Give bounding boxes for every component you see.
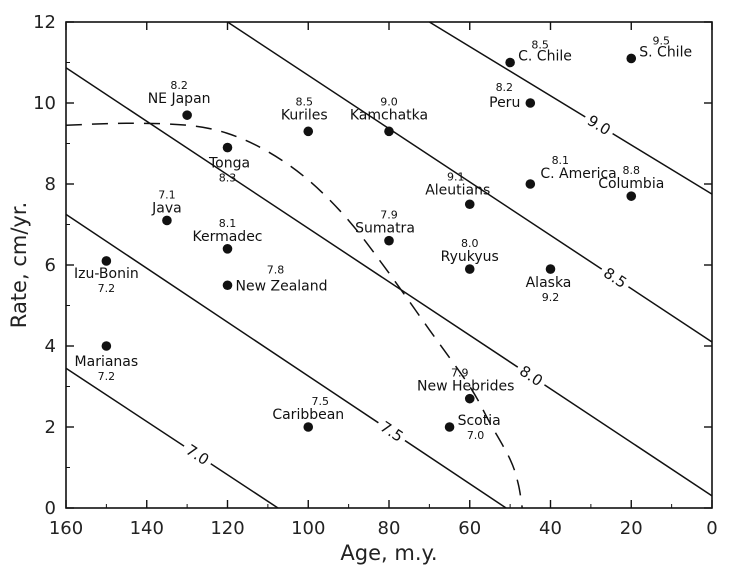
data-point [303,126,314,137]
magnitude-label: 9.1 [447,170,465,183]
point-label: New Hebrides [417,379,514,395]
data-point [162,215,172,226]
data-point [101,341,112,351]
data-point [303,422,314,432]
data-point [464,199,475,210]
point-label: Izu-Bonin [74,266,139,282]
data-point [525,98,536,108]
data-point [626,191,637,201]
magnitude-label: 8.1 [219,217,237,230]
magnitude-label: 7.2 [98,370,116,383]
data-point [505,57,515,68]
contour-line-9-0 [428,21,713,195]
magnitude-label: 9.2 [542,291,560,304]
contour-label-bg [596,260,634,296]
point-label: Sumatra [355,221,415,237]
x-tick-label: 40 [539,518,562,539]
data-point [182,110,192,120]
y-axis-label: Rate, cm/yr. [7,202,31,328]
contour-line-7-5 [65,213,507,509]
point-label: S. Chile [639,44,692,60]
magnitude-label: 8.0 [461,237,479,250]
data-point [222,142,233,153]
y-tick-label: 4 [45,336,56,357]
x-tick-label: 100 [291,518,325,539]
contour-label-bg [580,108,618,143]
contour-label-bg [512,358,550,394]
point-label: Kuriles [281,107,328,123]
data-point [101,256,112,266]
magnitude-label: 7.0 [467,429,485,442]
magnitude-label: 8.1 [552,154,570,167]
point-label: Aleutians [425,182,490,198]
x-tick-label: 60 [458,518,481,539]
axes: 160 140 120 100 80 60 40 20 0 0 2 4 6 8 10 12 [33,12,718,539]
point-label: Peru [489,95,520,111]
data-point [525,179,536,189]
magnitude-label: 7.1 [158,188,176,201]
x-tick-label: 80 [378,518,401,539]
boundary-curve [65,122,523,509]
point-label: New Zealand [236,278,328,294]
contour-line-8-5 [227,21,713,343]
data-point [464,393,475,404]
contour-line-8-0 [65,67,713,497]
point-label: C. Chile [518,49,572,65]
point-label: Tonga [208,156,250,172]
y-tick-label: 12 [33,12,56,33]
point-label: Marianas [75,354,139,370]
data-point [222,280,233,291]
point-label: Scotia [458,413,501,429]
magnitude-label: 7.9 [380,209,398,222]
point-label: Kermadec [192,229,262,245]
magnitude-label: 7.9 [451,367,469,380]
x-axis-label: Age, m.y. [340,541,437,565]
x-tick-label: 120 [210,518,244,539]
magnitude-label: 7.2 [98,282,116,295]
point-label: NE Japan [148,91,211,107]
contour-label-bg [178,437,217,473]
magnitude-label: 9.5 [653,34,671,47]
magnitude-label: 9.0 [380,95,398,108]
point-label: Columbia [598,176,664,192]
y-tick-label: 6 [45,255,56,276]
data-point [464,264,475,274]
y-tick-label: 10 [33,93,56,114]
data-point [384,126,394,137]
x-tick-label: 140 [130,518,164,539]
boundary-curve-group [65,122,523,509]
data-point [626,53,637,64]
contour-label-bg [372,414,411,449]
point-label: Alaska [526,275,572,291]
magnitude-label: 7.5 [312,395,330,408]
magnitude-label: 8.2 [496,81,514,94]
y-tick-label: 8 [45,174,56,195]
data-point [222,244,233,254]
data-point [545,264,556,274]
x-tick-label: 20 [620,518,643,539]
magnitude-label: 8.5 [296,95,314,108]
y-tick-label: 0 [45,498,56,519]
point-label: Kamchatka [350,107,428,123]
magnitude-label: 7.8 [267,263,285,276]
point-label: Java [151,200,182,216]
magnitude-label: 8.2 [170,79,188,92]
y-tick-label: 2 [45,417,56,438]
x-tick-label: 160 [49,518,83,539]
x-tick-label: 0 [706,518,717,539]
data-point [444,422,455,432]
magnitude-label: 8.5 [531,39,549,52]
magnitude-label: 8.3 [219,172,237,185]
data-point [384,235,394,246]
contour-line-7-0 [65,367,279,509]
point-label: Ryukyus [441,249,499,265]
magnitude-label: 8.8 [623,164,641,177]
point-label: Caribbean [272,407,344,423]
point-label: C. America [540,166,616,182]
